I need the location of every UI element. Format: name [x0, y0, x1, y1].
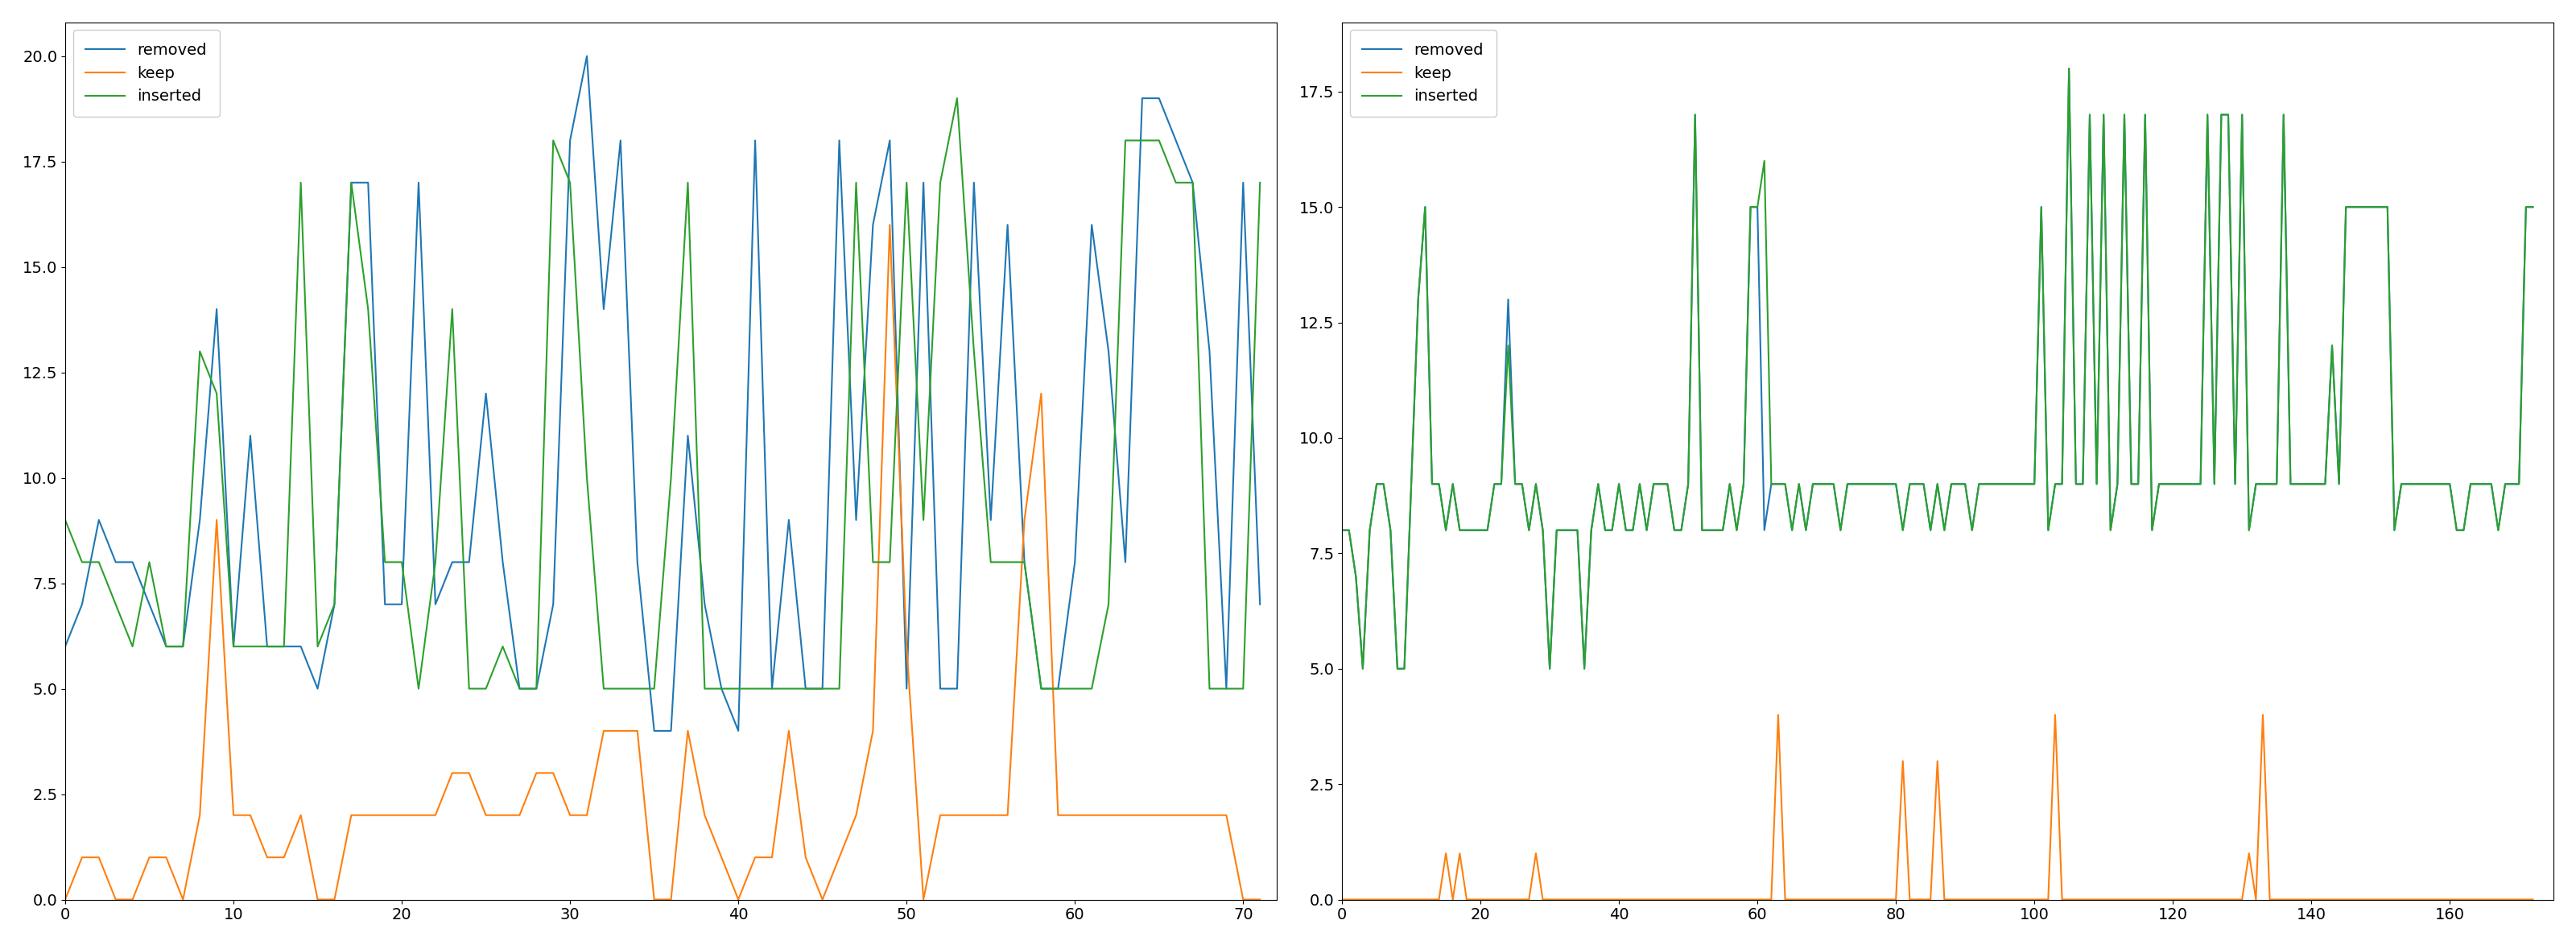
inserted: [2401, 478, 2432, 490]
removed: [1244, 598, 1275, 610]
inserted: [2246, 478, 2277, 490]
Legend: removed, keep, inserted: removed, keep, inserted: [72, 30, 219, 117]
keep: [2241, 894, 2272, 905]
inserted: [471, 683, 502, 695]
keep: [1327, 894, 1358, 905]
keep: [1244, 894, 1275, 905]
removed: [2053, 63, 2084, 75]
keep: [335, 810, 366, 821]
keep: [1762, 709, 1793, 720]
keep: [2200, 894, 2231, 905]
keep: [2393, 894, 2424, 905]
inserted: [739, 683, 770, 695]
keep: [724, 894, 755, 905]
removed: [1984, 478, 2014, 490]
inserted: [1327, 524, 1358, 536]
keep: [858, 725, 889, 736]
inserted: [1909, 478, 1940, 490]
removed: [453, 557, 484, 568]
removed: [757, 683, 788, 695]
removed: [1327, 524, 1358, 536]
keep: [453, 767, 484, 779]
keep: [806, 894, 837, 905]
keep: [1984, 894, 2014, 905]
inserted: [402, 683, 433, 695]
removed: [1347, 663, 1378, 675]
inserted: [1347, 663, 1378, 675]
removed: [1909, 478, 1940, 490]
removed: [2517, 201, 2548, 213]
removed: [891, 683, 922, 695]
inserted: [49, 514, 80, 525]
inserted: [2053, 63, 2084, 75]
keep: [873, 219, 904, 231]
inserted: [1244, 177, 1275, 188]
Line: inserted: inserted: [64, 98, 1260, 689]
inserted: [2517, 201, 2548, 213]
inserted: [1770, 478, 1801, 490]
inserted: [219, 641, 250, 652]
inserted: [1177, 177, 1208, 188]
removed: [572, 50, 603, 61]
Line: removed: removed: [64, 56, 1260, 730]
inserted: [943, 93, 974, 104]
keep: [219, 810, 250, 821]
removed: [219, 641, 250, 652]
Line: keep: keep: [64, 225, 1260, 900]
removed: [49, 641, 80, 652]
Legend: removed, keep, inserted: removed, keep, inserted: [1350, 30, 1497, 117]
removed: [840, 514, 871, 525]
keep: [49, 894, 80, 905]
inserted: [1984, 478, 2014, 490]
inserted: [824, 683, 855, 695]
Line: removed: removed: [1342, 69, 2532, 669]
Line: inserted: inserted: [1342, 69, 2532, 669]
removed: [639, 725, 670, 736]
removed: [2205, 109, 2236, 120]
removed: [1770, 478, 1801, 490]
removed: [2246, 478, 2277, 490]
removed: [1177, 177, 1208, 188]
Line: keep: keep: [1342, 714, 2532, 900]
keep: [2517, 894, 2548, 905]
removed: [2401, 478, 2432, 490]
keep: [1770, 894, 1801, 905]
inserted: [2205, 109, 2236, 120]
keep: [1909, 894, 1940, 905]
inserted: [873, 557, 904, 568]
